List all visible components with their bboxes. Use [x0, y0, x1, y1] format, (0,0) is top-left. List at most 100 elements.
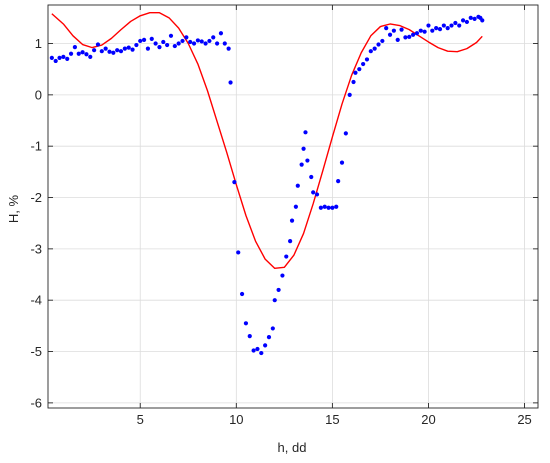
data-point — [145, 46, 151, 51]
scatter-points-layer — [49, 14, 485, 356]
data-point — [130, 47, 135, 52]
data-point — [222, 41, 227, 46]
data-point — [301, 146, 306, 151]
data-point — [218, 31, 224, 36]
data-point — [351, 79, 356, 85]
data-point — [80, 50, 85, 55]
data-point — [138, 38, 143, 44]
data-point — [464, 19, 469, 25]
data-point — [157, 45, 162, 50]
data-point — [288, 239, 293, 244]
data-point — [118, 49, 124, 54]
data-point — [480, 18, 485, 23]
data-point — [270, 326, 275, 331]
data-point — [84, 52, 89, 57]
data-point — [53, 58, 58, 64]
data-point — [399, 27, 404, 32]
data-point — [228, 80, 233, 85]
data-point — [322, 204, 327, 209]
data-point — [276, 287, 281, 293]
data-point — [65, 56, 70, 62]
data-point — [457, 23, 462, 28]
data-point — [422, 29, 427, 34]
y-tick-label: -2 — [30, 190, 42, 205]
data-point — [153, 41, 158, 46]
data-point — [203, 41, 208, 46]
data-point — [364, 57, 370, 62]
data-point — [126, 45, 131, 50]
data-point — [336, 178, 341, 184]
data-point — [395, 37, 400, 43]
data-point — [207, 38, 212, 44]
data-point — [195, 38, 200, 43]
data-point — [191, 41, 197, 46]
axis-ticks: 5 10 15 20 25 -6 -5 -4 -3 -2 -1 0 1 — [30, 5, 538, 427]
data-point — [99, 49, 104, 54]
data-point — [211, 35, 216, 40]
data-point — [376, 42, 381, 47]
data-point — [311, 190, 316, 195]
data-point — [115, 48, 120, 53]
data-point — [334, 204, 339, 209]
data-point — [226, 46, 231, 51]
data-point — [134, 42, 139, 48]
y-tick-label: -3 — [30, 241, 42, 256]
data-point — [411, 32, 416, 37]
data-point — [239, 291, 245, 297]
data-point — [107, 49, 112, 54]
data-point — [243, 321, 249, 326]
data-point — [122, 46, 127, 51]
data-point — [68, 51, 74, 56]
y-tick-label: -5 — [30, 344, 42, 359]
data-point — [57, 55, 62, 60]
data-point — [61, 54, 66, 59]
data-point — [293, 204, 298, 209]
y-tick-label: 0 — [35, 87, 42, 102]
data-point — [368, 49, 373, 54]
data-point — [372, 46, 377, 51]
data-point — [403, 35, 408, 40]
data-point — [430, 28, 435, 33]
data-point — [251, 348, 256, 353]
data-point — [326, 205, 331, 210]
data-point — [255, 346, 260, 352]
data-point — [303, 130, 308, 135]
data-point — [263, 343, 268, 348]
data-point — [453, 20, 458, 26]
y-axis-label: H, % — [6, 194, 21, 223]
data-point — [289, 218, 295, 223]
data-point — [236, 250, 241, 255]
data-point — [88, 54, 93, 59]
data-point — [314, 192, 320, 197]
data-point — [184, 35, 189, 40]
y-tick-label: -6 — [30, 395, 42, 410]
data-point — [76, 51, 81, 56]
data-point — [266, 335, 272, 340]
data-point — [72, 45, 77, 50]
data-point — [361, 61, 366, 67]
data-point — [343, 131, 348, 136]
data-point — [92, 48, 97, 53]
data-point — [172, 43, 177, 49]
data-point — [103, 46, 108, 51]
data-point — [232, 180, 237, 185]
data-point — [280, 273, 285, 278]
x-tick-label: 25 — [517, 412, 531, 427]
data-point — [437, 27, 443, 32]
data-point — [111, 50, 116, 55]
y-tick-label: 1 — [35, 36, 42, 51]
data-point — [161, 39, 166, 45]
data-point — [380, 38, 385, 44]
data-point — [141, 37, 147, 43]
fit-curve-layer — [51, 12, 483, 270]
data-point — [247, 334, 252, 339]
data-point — [284, 254, 289, 259]
fit-curve — [51, 12, 483, 270]
data-point — [472, 16, 477, 21]
plot-area-frame — [47, 4, 539, 409]
data-point — [387, 32, 393, 37]
data-point — [353, 70, 358, 75]
data-point — [407, 34, 412, 39]
data-point — [259, 350, 264, 356]
